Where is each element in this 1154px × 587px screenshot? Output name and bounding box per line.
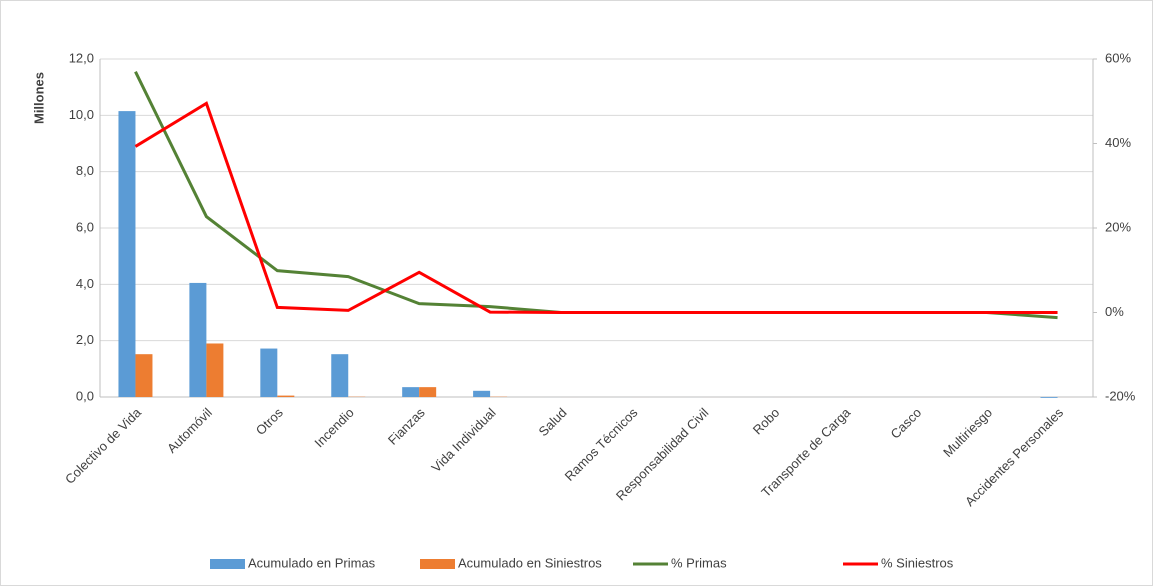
- legend-label: % Siniestros: [881, 555, 954, 570]
- y-axis-title: Millones: [31, 72, 46, 124]
- bar: [331, 354, 349, 397]
- y-tick-label: 12,0: [69, 50, 94, 65]
- bar: [118, 111, 136, 397]
- y2-tick-label: 0%: [1105, 304, 1124, 319]
- legend-swatch: [210, 559, 245, 569]
- y-tick-label: 6,0: [76, 219, 94, 234]
- bar: [277, 395, 295, 397]
- y-tick-label: 4,0: [76, 276, 94, 291]
- bar: [260, 348, 278, 397]
- legend-label: Acumulado en Primas: [248, 555, 376, 570]
- y2-tick-label: 40%: [1105, 135, 1131, 150]
- y-tick-label: 2,0: [76, 332, 94, 347]
- y2-tick-label: 60%: [1105, 50, 1131, 65]
- y-tick-label: 10,0: [69, 107, 94, 122]
- legend-label: % Primas: [671, 555, 727, 570]
- y2-tick-label: 20%: [1105, 219, 1131, 234]
- bar: [206, 343, 224, 397]
- bar: [1040, 397, 1058, 398]
- bar: [473, 390, 491, 397]
- y-tick-label: 8,0: [76, 163, 94, 178]
- bar: [402, 387, 420, 397]
- line-series: [134, 101, 1058, 314]
- legend-swatch: [420, 559, 455, 569]
- bar: [135, 354, 153, 397]
- bar: [419, 387, 437, 397]
- bar: [189, 282, 207, 397]
- legend-label: Acumulado en Siniestros: [458, 555, 602, 570]
- y2-tick-label: -20%: [1105, 388, 1136, 403]
- y-tick-label: 0,0: [76, 388, 94, 403]
